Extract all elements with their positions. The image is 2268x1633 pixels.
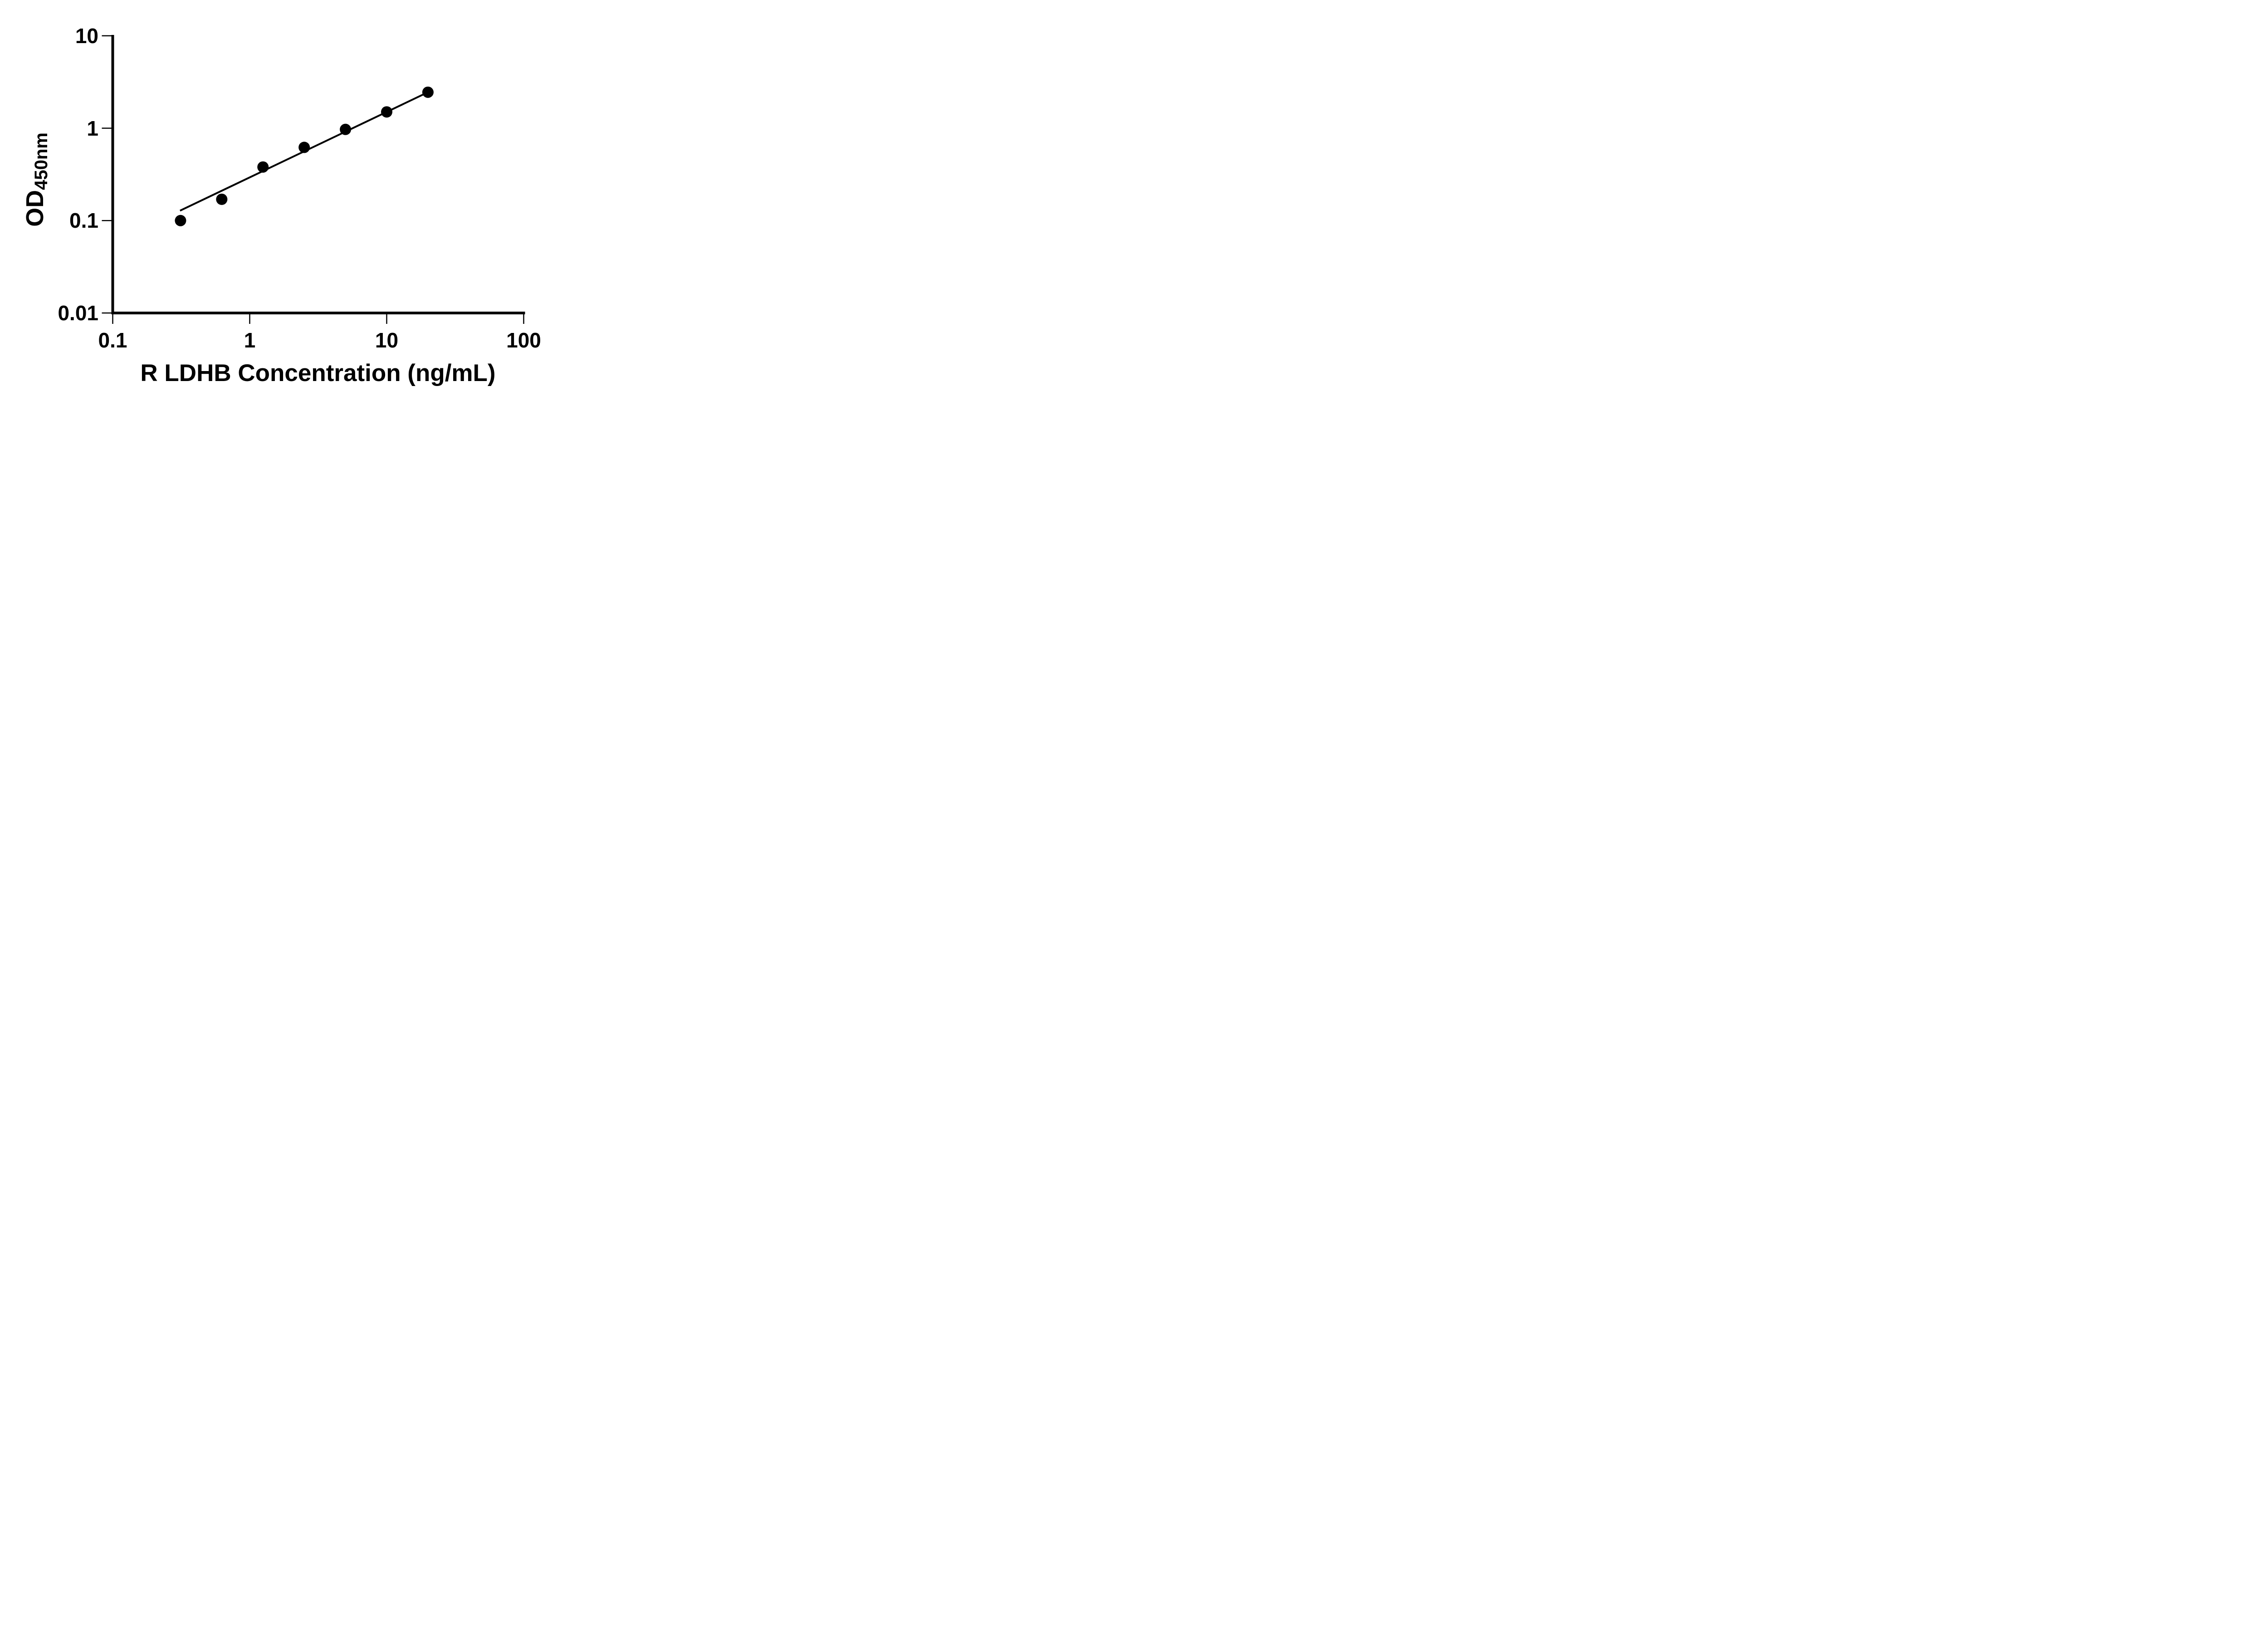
data-point	[340, 123, 352, 135]
data-point	[422, 86, 434, 98]
data-point	[257, 161, 269, 173]
x-tick-label: 100	[506, 328, 541, 352]
data-point	[298, 142, 310, 153]
y-axis-title: OD450nm	[21, 132, 51, 227]
plot-area	[102, 35, 525, 324]
y-tick-label: 0.1	[69, 209, 98, 233]
y-tick-label: 10	[75, 24, 98, 48]
y-axis-title-main: OD	[21, 190, 49, 227]
y-tick-label: 1	[87, 116, 98, 140]
x-tick-label: 0.1	[98, 328, 127, 352]
data-point	[381, 106, 392, 118]
x-tick-label: 10	[375, 328, 399, 352]
x-axis-title: R LDHB Concentration (ng/mL)	[140, 360, 496, 386]
x-tick-label: 1	[244, 328, 256, 352]
data-point	[216, 193, 228, 205]
y-tick-label: 0.01	[58, 301, 98, 325]
elisa-standard-curve-figure: 0.1 1 10 100 10 1 0.1 0.01 R LDHB Concentratio…	[0, 0, 583, 408]
y-axis-title-subscript: 450nm	[31, 132, 51, 190]
data-point	[175, 215, 186, 226]
